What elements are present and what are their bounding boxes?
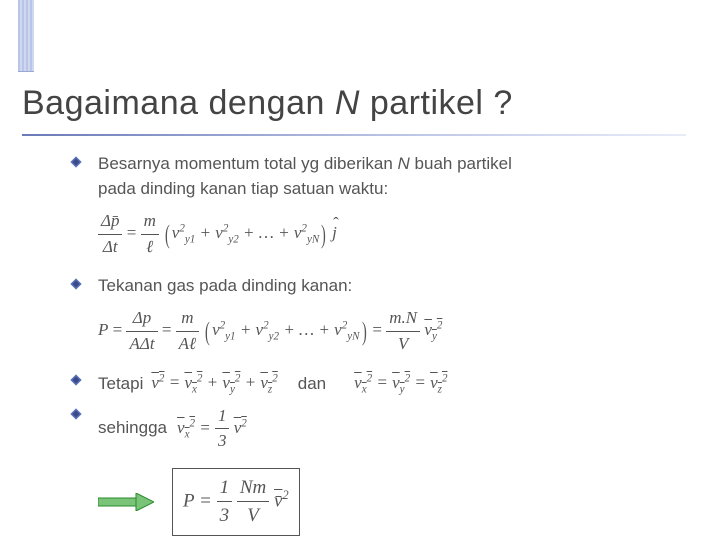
equation-4: vx2 = 13 v2 <box>177 404 247 454</box>
eq1-rhs-d: ℓ <box>146 237 153 256</box>
title-separator <box>22 134 686 136</box>
eq4-d: 3 <box>218 431 227 450</box>
bullet-4-text: sehingga <box>98 416 167 441</box>
eq2-d1: AΔt <box>129 334 154 353</box>
diamond-icon <box>70 408 82 420</box>
eq1-v2: v <box>215 223 223 242</box>
box-P: P <box>183 490 194 511</box>
bullet-1-N: N <box>398 154 410 173</box>
title-pre: Bagaimana dengan <box>22 84 335 122</box>
eq1-lhs-n: Δp̄ <box>101 211 119 230</box>
box-Nm: Nm <box>240 477 266 498</box>
bullet-2: Tekanan gas pada dinding kanan: <box>70 274 690 299</box>
boxed-equation: P = 13 NmV v̄2 <box>172 468 300 536</box>
eq2-fn: m.N <box>389 308 417 327</box>
content-area: Besarnya momentum total yg diberikan N b… <box>70 152 690 536</box>
box-n: 1 <box>220 477 230 498</box>
eq2-d2: Aℓ <box>179 334 196 353</box>
eq1-lhs-d: Δt <box>103 237 118 256</box>
bullet-3: Tetapi v2 = vx2 + vy2 + vz2 dan vx2 = vy… <box>70 370 690 397</box>
title-N: N <box>335 84 360 122</box>
equation-1: Δp̄Δt = mℓ (v2y1 + v2y2 + … + v2yN) j <box>98 209 690 259</box>
eq1-s1: y1 <box>185 234 195 246</box>
box-V: V <box>247 505 259 526</box>
eq2-n2: m <box>181 308 193 327</box>
slide-title: Bagaimana dengan N partikel ? <box>22 84 513 123</box>
bullet-1: Besarnya momentum total yg diberikan N b… <box>70 152 690 201</box>
bullet-2-text: Tekanan gas pada dinding kanan: <box>98 276 352 295</box>
eq2-fd: V <box>398 334 408 353</box>
arrow-icon <box>98 493 154 511</box>
eq1-s2: y2 <box>228 234 238 246</box>
box-d: 3 <box>220 505 230 526</box>
bullet-3-dan: dan <box>298 372 326 397</box>
decorative-rail <box>18 0 34 72</box>
diamond-icon <box>70 374 82 386</box>
eq1-sN: yN <box>307 234 319 246</box>
box-sup: 2 <box>282 488 288 502</box>
result-row: P = 13 NmV v̄2 <box>70 468 690 536</box>
bullet-1-line2: pada dinding kanan tiap satuan waktu: <box>98 179 388 198</box>
eq2-n1: Δp <box>133 308 151 327</box>
eq2-vys: y <box>432 331 437 343</box>
equation-2: P = ΔpAΔt = mAℓ (v2y1 + v2y2 + … + v2yN)… <box>98 306 690 356</box>
equation-3b: vx2 = vy2 = vz2 <box>354 370 447 397</box>
eq4-n: 1 <box>218 406 227 425</box>
bullet-1-line1a: Besarnya momentum total yg diberikan <box>98 154 398 173</box>
eq2-vy: v <box>424 320 432 339</box>
title-post: partikel ? <box>360 84 513 122</box>
diamond-icon <box>70 156 82 168</box>
bullet-1-line1b: buah partikel <box>410 154 512 173</box>
bullet-3-tetapi: Tetapi <box>98 372 143 397</box>
diamond-icon <box>70 278 82 290</box>
eq1-rhs-n: m <box>144 211 156 230</box>
eq2-P: P <box>98 320 108 339</box>
equation-3: v2 = vx2 + vy2 + vz2 <box>151 370 277 397</box>
eq1-jhat: j <box>332 223 337 242</box>
bullet-4: sehingga vx2 = 13 v2 <box>70 404 690 454</box>
